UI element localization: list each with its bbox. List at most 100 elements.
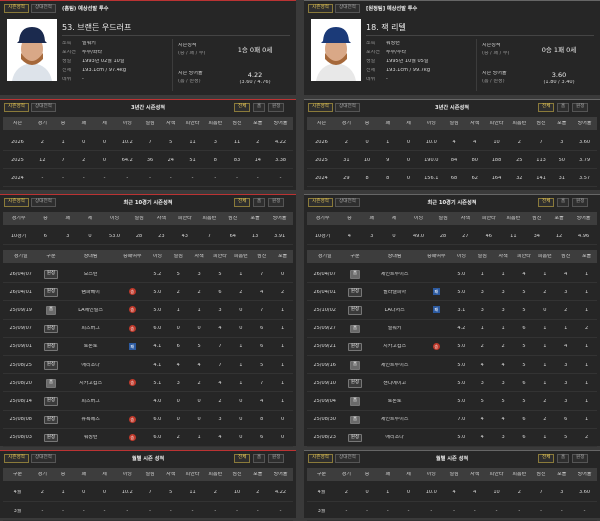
game-row: 25/08/14 원정 피츠버그 4.0 0 0 2 0 4 1 (3, 392, 293, 411)
venue-badge: 홈 (349, 415, 360, 425)
tab-versus[interactable]: 상대전적 (335, 103, 360, 112)
cell: 25/09/16 (313, 362, 336, 368)
cell: 0 (239, 307, 243, 313)
cell: - (169, 175, 172, 181)
tab-all[interactable]: 전체 (538, 103, 555, 112)
cell: 11 (510, 234, 517, 239)
tab-home[interactable]: 홈 (253, 454, 266, 463)
cell: 포볼 (277, 254, 288, 259)
cell: 53.0 (108, 234, 121, 239)
tab-versus[interactable]: 상대전적 (31, 103, 56, 112)
record-value: 1승 0패 0세 (237, 46, 273, 54)
tab-versus[interactable]: 상대전적 (31, 4, 56, 13)
cell: 승 (364, 472, 370, 477)
cell: 10.2 (121, 139, 133, 145)
cell: 2 (256, 490, 260, 495)
venue-badge: 홈 (349, 270, 360, 279)
cell: 1 (280, 307, 285, 313)
cell: 5.2 (153, 271, 162, 277)
venue-badge-cell: 홈 (38, 379, 63, 388)
cell: 경기 (37, 121, 47, 126)
game-row: 25/09/19 홈 LA에인절스 승 5.0 1 1 3 0 7 1 (3, 301, 293, 320)
cell: 10 (233, 490, 241, 495)
tab-home[interactable]: 홈 (253, 198, 266, 207)
game-row: 25/09/21 원정 시카고컵스 승 5.0 2 2 5 1 4 1 (307, 338, 597, 356)
tab-all[interactable]: 전체 (234, 103, 251, 112)
cell: 1 (61, 139, 65, 145)
tab-versus[interactable]: 상대전적 (335, 198, 360, 207)
cell: 삼진 (536, 121, 546, 126)
tab-home[interactable]: 홈 (557, 198, 570, 207)
cell: - (41, 175, 44, 181)
tab-season[interactable]: 시즌성적 (308, 103, 333, 112)
cell: 3.1 (457, 307, 466, 313)
tab-home[interactable]: 홈 (557, 103, 570, 112)
tab-home[interactable]: 홈 (253, 103, 266, 112)
tab-away[interactable]: 원정 (268, 103, 285, 112)
tab-season[interactable]: 시즌성적 (308, 198, 333, 207)
info-label: 신체 (366, 68, 376, 73)
venue-badge: 원정 (347, 288, 363, 297)
tab-season[interactable]: 시즌성적 (4, 198, 29, 207)
tab-all[interactable]: 전체 (538, 454, 555, 463)
tab-versus[interactable]: 상대전적 (335, 4, 360, 13)
info-value: 밀워키 (82, 41, 96, 46)
summary-row: 10경기 6 3 0 53.0 28 23 43 7 64 13 3.91 (3, 228, 293, 245)
cell: 1 (584, 307, 589, 313)
venue-badge-cell: 원정 (38, 361, 63, 370)
tab-all[interactable]: 전체 (234, 454, 251, 463)
venue-badge-cell: 원정 (342, 379, 367, 388)
cell: 25/08/14 (9, 398, 32, 404)
tab-season[interactable]: 시즌성적 (4, 103, 29, 112)
tab-versus[interactable]: 상대전적 (335, 454, 360, 463)
tab-versus[interactable]: 상대전적 (31, 454, 56, 463)
cell: 구분 (12, 472, 23, 477)
cell: - (62, 175, 64, 181)
cell: 3 (560, 490, 564, 495)
game-row: 25/09/27 홈 밀워키 4.2 1 1 6 1 1 2 (307, 320, 597, 338)
cell: 2 (480, 344, 484, 350)
tab-away[interactable]: 원정 (572, 198, 589, 207)
cell: 1 (543, 435, 547, 441)
tab-away[interactable]: 원정 (268, 198, 285, 207)
cell: - (279, 175, 282, 181)
tab-home[interactable]: 홈 (557, 454, 570, 463)
tab-all[interactable]: 전체 (234, 198, 251, 207)
tab-season[interactable]: 시즌성적 (4, 454, 29, 463)
cell: 삼진 (532, 216, 542, 221)
cell: LA에인절스 (78, 307, 103, 313)
cell: 이닝 (456, 254, 466, 259)
cell: 24 (167, 157, 174, 163)
result-badge-cell: 패 (118, 342, 147, 350)
cell: 0 (365, 139, 369, 145)
tab-away[interactable]: 원정 (572, 454, 589, 463)
venue-badge: 원정 (43, 288, 59, 297)
cell: 28 (135, 234, 143, 239)
tab-versus[interactable]: 상대전적 (31, 198, 56, 207)
cell: 1 (197, 307, 201, 313)
tab-all[interactable]: 전체 (538, 198, 555, 207)
cell: 5.0 (457, 398, 466, 404)
tab-season[interactable]: 시즌성적 (308, 4, 333, 13)
cell: 10 (493, 490, 500, 495)
cell: 포볼 (557, 472, 567, 477)
cell: - (256, 509, 259, 514)
info-label: 포지션 (62, 50, 76, 55)
section-title: 최근 10경기 시즌성적 (427, 200, 477, 206)
cell: 상대팀 (387, 254, 402, 259)
game-row: 25/09/01 원정 토론토 패 4.1 6 5 7 1 6 1 (3, 338, 293, 356)
tab-season[interactable]: 시즌성적 (4, 4, 29, 13)
game-row: 25/08/03 원정 워싱턴 승 6.0 2 1 4 0 6 0 (3, 429, 293, 447)
divider (366, 35, 594, 36)
cell: 26/04/07 (9, 271, 32, 277)
tab-away[interactable]: 원정 (268, 454, 285, 463)
tab-season[interactable]: 시즌성적 (308, 454, 333, 463)
cell: 2 (543, 417, 547, 423)
cell: 4 (522, 271, 526, 277)
cell: 0 (176, 326, 180, 332)
cell: 실점 (438, 216, 448, 221)
cell: 자책 (166, 472, 176, 477)
cell: 64.2 (121, 157, 133, 163)
tab-away[interactable]: 원정 (572, 103, 589, 112)
